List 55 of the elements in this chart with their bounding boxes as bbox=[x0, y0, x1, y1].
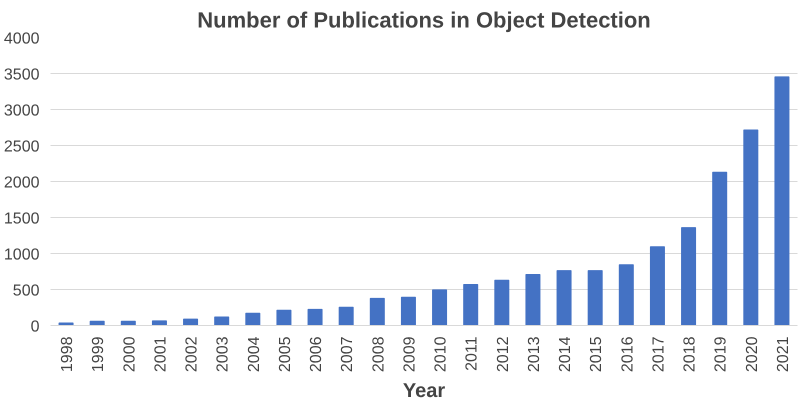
bar bbox=[618, 264, 634, 326]
chart-title: Number of Publications in Object Detection bbox=[197, 8, 651, 32]
bar bbox=[370, 298, 385, 326]
bar bbox=[774, 76, 790, 326]
bar bbox=[183, 318, 198, 326]
y-tick-label: 500 bbox=[12, 282, 40, 300]
bar bbox=[588, 270, 603, 326]
y-tick-label: 3500 bbox=[4, 66, 40, 84]
bar bbox=[400, 296, 416, 326]
bar bbox=[556, 270, 572, 326]
bar bbox=[681, 227, 696, 326]
bar bbox=[743, 130, 758, 326]
bar bbox=[276, 310, 292, 326]
y-tick-label: 1500 bbox=[4, 210, 40, 228]
y-tick-label: 1000 bbox=[4, 246, 40, 264]
bar bbox=[463, 284, 478, 326]
bar bbox=[308, 308, 323, 326]
x-axis-title: Year bbox=[402, 380, 446, 402]
x-tick-label: 2010 bbox=[432, 336, 450, 372]
x-tick-label: 2004 bbox=[246, 336, 263, 372]
bar bbox=[650, 246, 665, 326]
bar bbox=[214, 316, 230, 326]
y-tick-label: 4000 bbox=[4, 30, 40, 48]
x-tick-label: 2002 bbox=[184, 336, 201, 372]
x-tick-label: 2009 bbox=[401, 336, 418, 372]
x-tick-label: 2017 bbox=[650, 336, 668, 372]
x-tick-label: 2021 bbox=[774, 336, 792, 372]
bar bbox=[432, 289, 448, 326]
x-tick-label: 2000 bbox=[121, 336, 138, 372]
bar bbox=[494, 280, 510, 326]
x-tick-label: 2003 bbox=[214, 336, 232, 372]
bar bbox=[712, 172, 728, 326]
bar bbox=[338, 306, 354, 326]
x-tick-label: 2001 bbox=[152, 336, 170, 372]
x-tick-label: 1998 bbox=[59, 336, 76, 372]
x-tick-label: 2020 bbox=[744, 336, 761, 372]
y-tick-label: 2000 bbox=[4, 174, 40, 192]
y-tick-label: 2500 bbox=[4, 138, 40, 156]
x-tick-label: 1999 bbox=[90, 336, 108, 372]
bar bbox=[245, 312, 260, 326]
x-tick-label: 2012 bbox=[494, 336, 512, 372]
y-tick-label: 0 bbox=[30, 318, 40, 336]
x-tick-label: 2011 bbox=[464, 336, 481, 371]
x-tick-label: 2015 bbox=[588, 336, 606, 372]
x-tick-label: 2005 bbox=[276, 336, 294, 372]
x-tick-label: 2013 bbox=[526, 336, 543, 372]
x-tick-label: 2006 bbox=[308, 336, 326, 372]
x-tick-label: 2016 bbox=[619, 336, 636, 372]
y-tick-label: 3000 bbox=[4, 102, 40, 120]
x-tick-label: 2014 bbox=[557, 336, 574, 372]
x-tick-label: 2019 bbox=[712, 336, 730, 372]
x-tick-label: 2018 bbox=[682, 336, 699, 372]
x-tick-label: 2008 bbox=[370, 336, 388, 372]
bar bbox=[525, 274, 540, 326]
x-tick-label: 2007 bbox=[339, 336, 356, 372]
